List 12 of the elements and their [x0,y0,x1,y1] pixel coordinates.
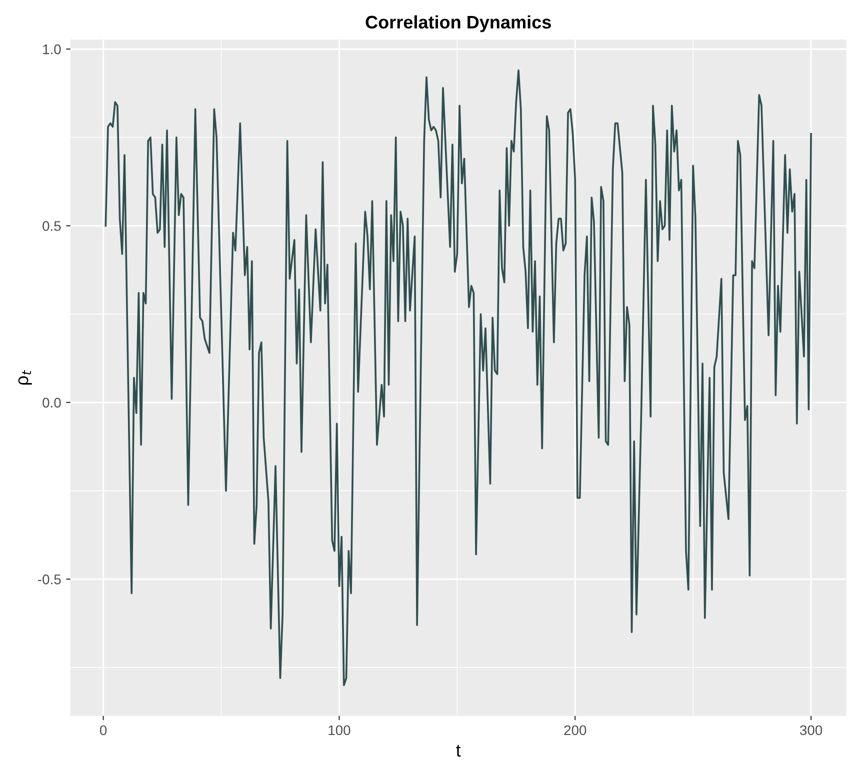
x-tick-label: 300 [800,725,822,736]
y-axis-title: ρ$_{t}$ [18,370,32,385]
chart-title: Correlation Dynamics [366,15,551,32]
y-tick-label: 1.0 [43,44,61,54]
y-tick-label: 0.5 [42,221,61,231]
y-tick-label: 0.0 [42,398,61,408]
x-tick-label: 100 [328,725,350,736]
x-axis-title: t [456,744,461,757]
x-tick-label: 200 [564,725,586,736]
line-series [104,69,812,686]
y-tick-label: -0.5 [38,574,61,584]
x-tick-label: 0 [100,725,107,736]
